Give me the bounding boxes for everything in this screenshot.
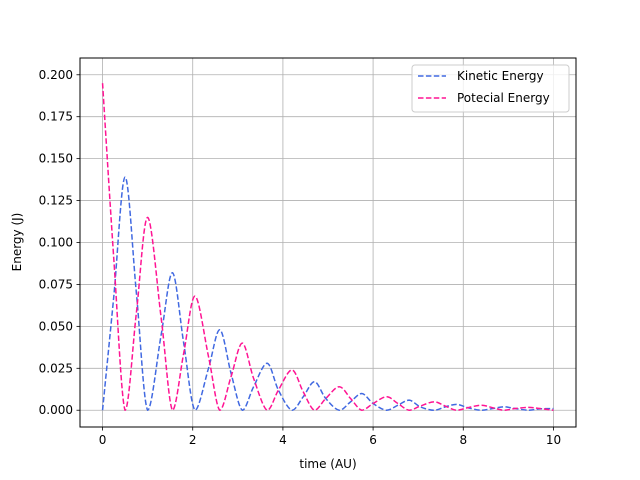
legend-label-potential: Potecial Energy [457,91,550,105]
x-axis-label: time (AU) [299,457,356,471]
x-axis: 0 2 4 6 8 10 [99,427,561,447]
y-tick-label: 0.100 [39,236,73,250]
x-tick-label: 6 [369,433,377,447]
series-layer [101,83,554,411]
y-tick-label: 0.025 [39,361,73,375]
legend-label-kinetic: Kinetic Energy [457,69,544,83]
y-tick-label: 0.050 [39,319,73,333]
x-tick-label: 8 [459,433,467,447]
x-tick-label: 2 [189,433,197,447]
y-tick-label: 0.000 [39,403,73,417]
x-tick-label: 0 [99,433,107,447]
potential-energy-line [101,83,554,411]
legend: Kinetic Energy Potecial Energy [411,64,570,113]
x-tick-label: 10 [546,433,561,447]
y-tick-label: 0.175 [39,110,73,124]
y-tick-label: 0.200 [39,68,73,82]
y-tick-label: 0.150 [39,152,73,166]
y-axis: 0.000 0.025 0.050 0.075 0.100 0.125 0.150 0.175… [39,68,80,417]
legend-frame [411,64,570,113]
y-axis-label: Energy (J) [10,213,24,272]
y-tick-label: 0.125 [39,194,73,208]
y-tick-label: 0.075 [39,277,73,291]
grid-lines [80,58,576,427]
x-tick-label: 4 [279,433,287,447]
